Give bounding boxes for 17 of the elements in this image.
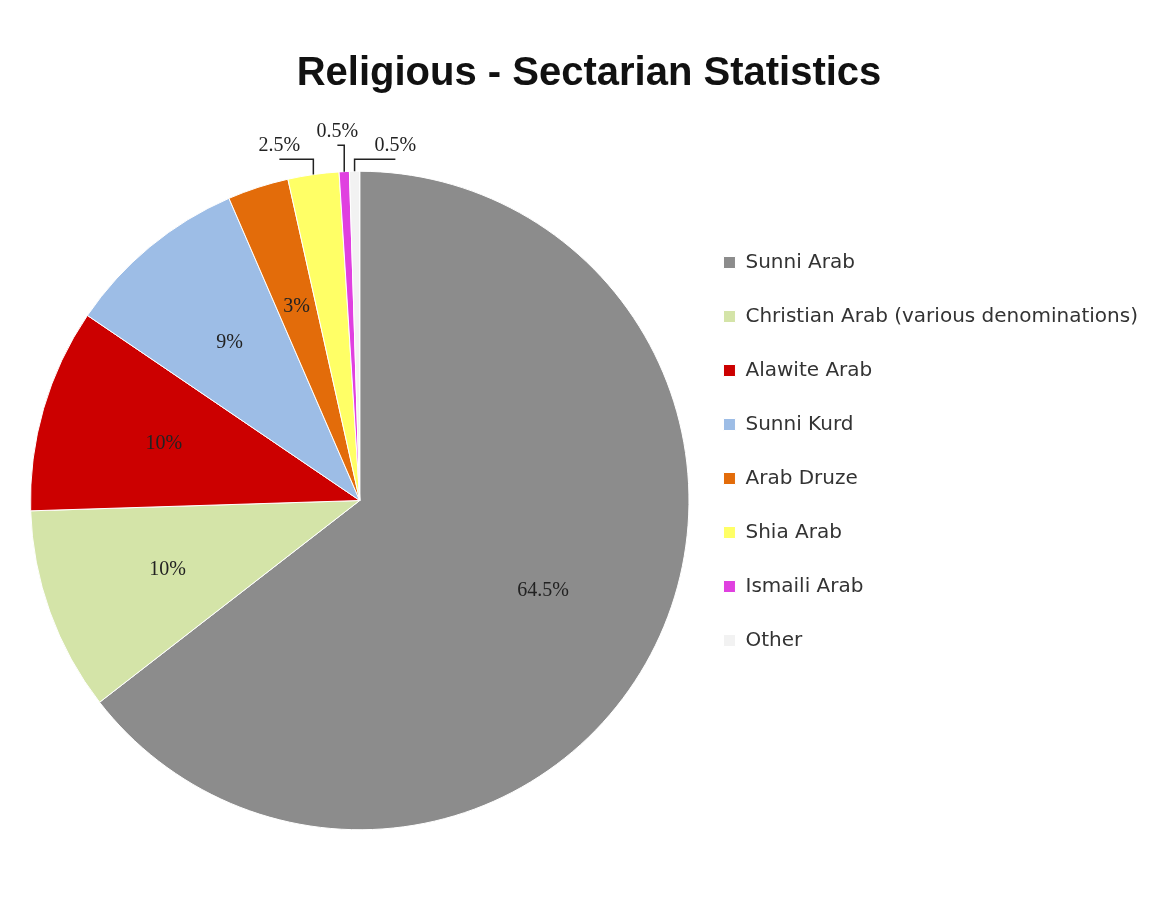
data-label: 3% xyxy=(283,293,310,316)
data-label: 64.5% xyxy=(517,577,569,600)
data-label: 9% xyxy=(216,330,243,353)
legend-label: Sunni Kurd xyxy=(745,410,854,435)
data-label: 0.5% xyxy=(316,118,359,141)
data-label: 0.5% xyxy=(374,132,417,155)
chart-title: Religious - Sectarian Statistics xyxy=(296,49,882,94)
legend-label: Other xyxy=(745,626,804,651)
data-label: 10% xyxy=(145,430,183,453)
legend-label: Ismaili Arab xyxy=(745,572,864,597)
legend-label: Arab Druze xyxy=(745,464,858,489)
legend-label: Christian Arab (various denominations) xyxy=(745,302,1139,327)
legend-label: Sunni Arab xyxy=(745,248,855,273)
legend-label: Alawite Arab xyxy=(745,356,873,381)
data-label: 2.5% xyxy=(258,132,301,155)
legend-label: Shia Arab xyxy=(745,518,842,543)
data-label: 10% xyxy=(149,556,187,579)
